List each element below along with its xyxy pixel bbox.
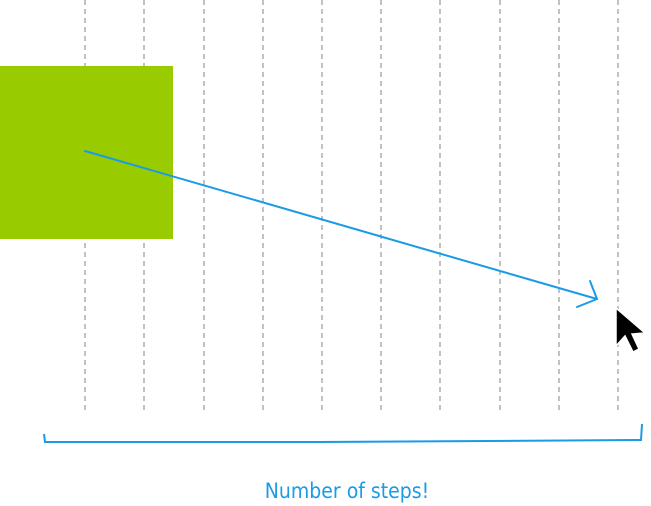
arrow bbox=[84, 150, 599, 308]
arrow-shaft bbox=[84, 150, 598, 300]
arrow-head bbox=[576, 280, 599, 308]
green-square bbox=[0, 66, 173, 239]
cursor bbox=[615, 306, 647, 354]
caption: Number of steps! bbox=[265, 479, 429, 503]
bracket bbox=[43, 423, 643, 443]
